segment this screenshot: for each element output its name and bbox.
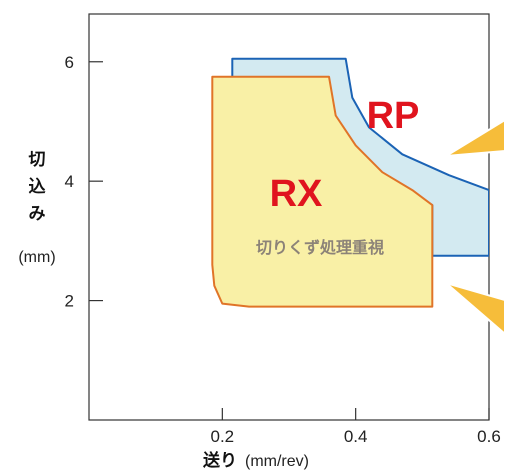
- y-axis-label-char-3: み: [29, 204, 46, 224]
- y-axis-label-unit: (mm): [18, 249, 55, 266]
- pointer-arrow-upper: [445, 118, 505, 157]
- y-axis-ticks: 2 4 6: [65, 53, 103, 311]
- y-tick-label-1: 4: [65, 172, 74, 191]
- x-tick-label-1: 0.4: [344, 427, 368, 446]
- y-axis-label-char-2: 込: [29, 177, 46, 197]
- pointer-arrow-lower: [445, 282, 505, 336]
- region-rx: [211, 75, 434, 308]
- y-tick-label-0: 2: [65, 292, 74, 311]
- region-label-rp: RP: [367, 95, 420, 137]
- x-tick-label-2: 0.6: [477, 427, 501, 446]
- y-axis-label-char-1: 切: [29, 150, 46, 170]
- x-axis-label-unit: (mm/rev): [245, 453, 309, 470]
- x-axis-label-main: 送り: [203, 450, 237, 471]
- region-note-rx: 切りくず処理重視: [256, 238, 384, 257]
- x-axis-ticks: 0.2 0.4 0.6: [211, 408, 501, 446]
- y-tick-label-2: 6: [65, 53, 74, 72]
- x-axis-label: 送り (mm/rev): [203, 450, 309, 471]
- region-label-rx: RX: [270, 173, 323, 215]
- x-tick-label-0: 0.2: [211, 427, 235, 446]
